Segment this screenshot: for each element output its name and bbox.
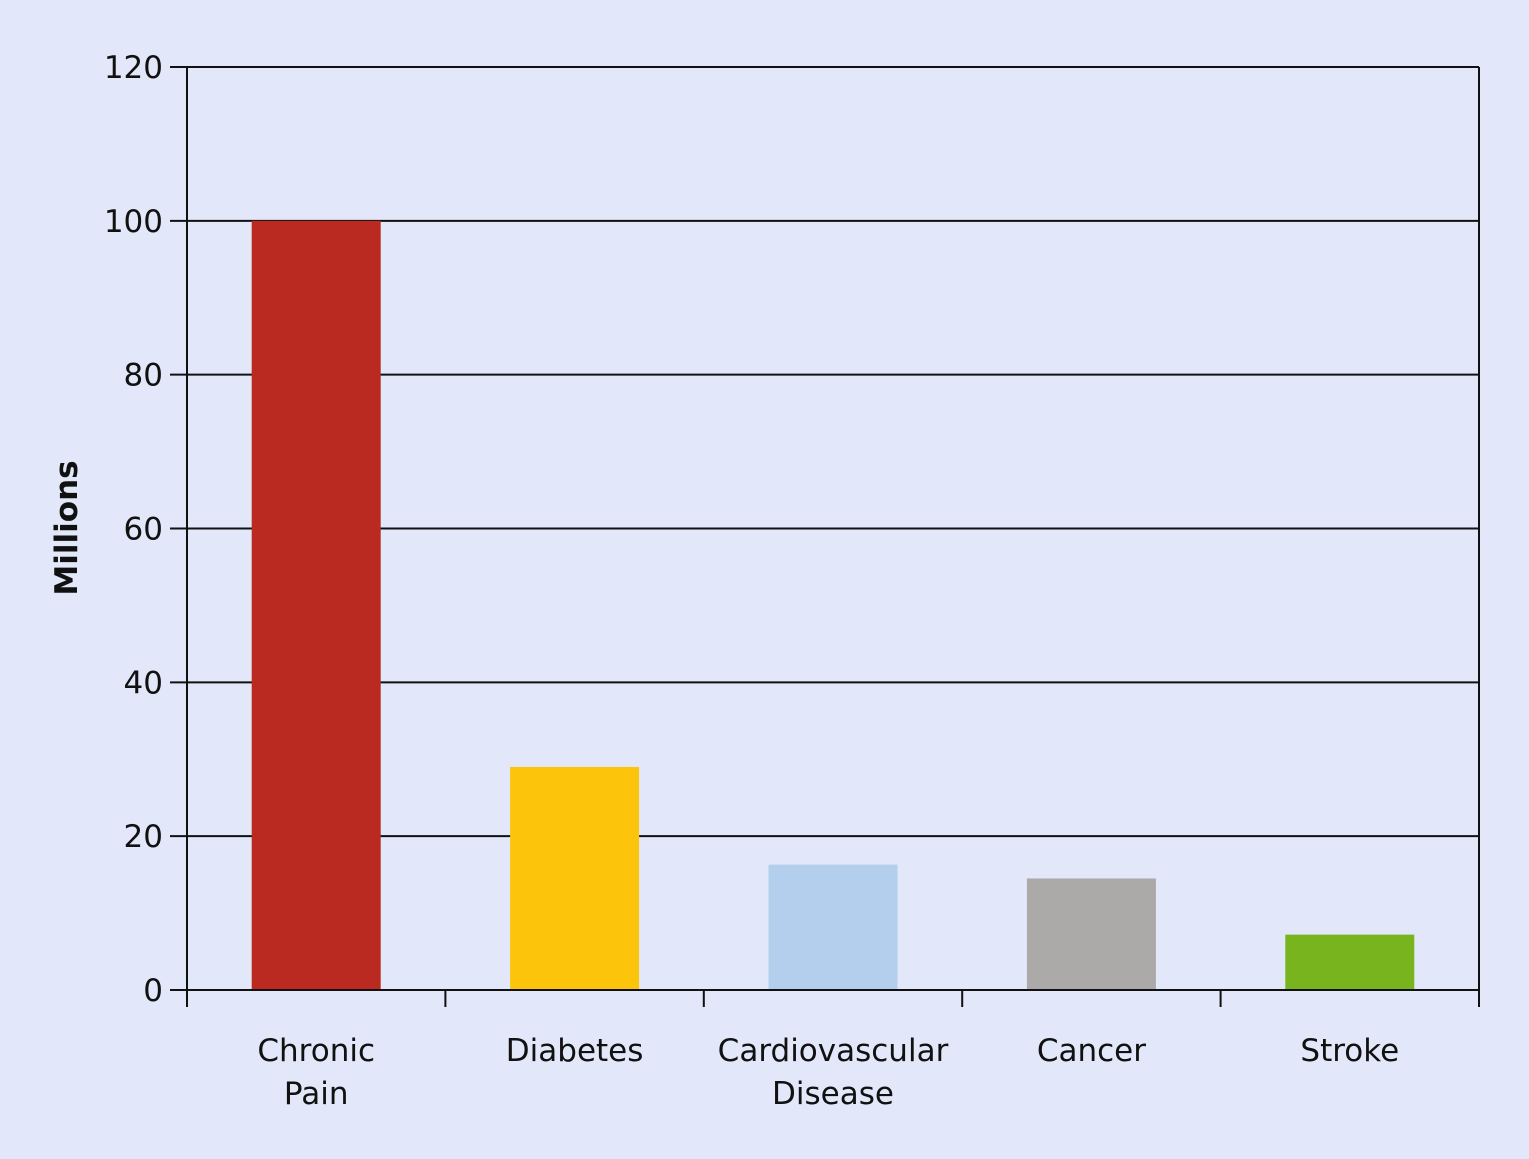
- y-tick-label-20: 20: [124, 819, 163, 855]
- gridlines: [187, 66, 1479, 838]
- category-labels: Chronic Pain Diabetes Cardiovascular Disease…: [257, 1033, 1399, 1112]
- x-tick-label-cancer: Cancer: [1037, 1033, 1146, 1069]
- tick-labels: 0 20 40 60 80 100 120: [104, 50, 163, 1009]
- y-tick-label-80: 80: [124, 358, 163, 394]
- bar-stroke: [1285, 934, 1415, 990]
- y-tick-label-40: 40: [124, 665, 163, 701]
- x-tick-label-stroke: Stroke: [1300, 1033, 1399, 1069]
- x-tick-label-chronic-pain: Chronic Pain: [257, 1033, 375, 1112]
- axes: [170, 66, 1480, 1007]
- bars: [251, 220, 1415, 991]
- x-tick-label-diabetes: Diabetes: [506, 1033, 644, 1069]
- bar-cardiovascular-disease: [768, 864, 898, 990]
- y-tick-label-0: 0: [143, 973, 163, 1009]
- x-tick-label-cardiovascular-disease: Cardiovascular Disease: [718, 1033, 949, 1112]
- bar-diabetes: [510, 766, 640, 990]
- y-axis-label: Millions: [49, 460, 85, 595]
- bar-chronic-pain: [251, 220, 381, 991]
- y-tick-label-120: 120: [104, 50, 163, 86]
- y-tick-label-60: 60: [124, 512, 163, 548]
- y-tick-label-100: 100: [104, 204, 163, 240]
- bar-cancer: [1026, 878, 1156, 990]
